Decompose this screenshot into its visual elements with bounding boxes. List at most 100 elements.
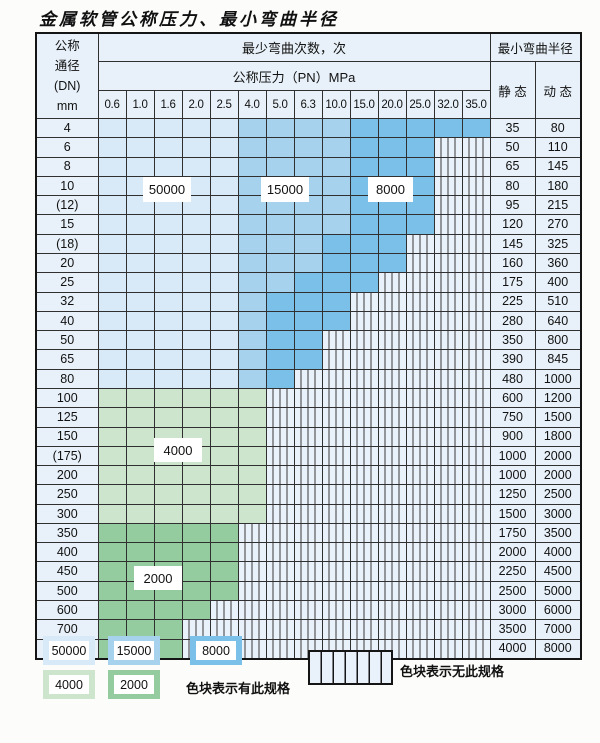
no-spec-cell: [377, 368, 407, 389]
spec-cell: [97, 272, 127, 293]
no-spec-cell: [321, 484, 351, 505]
legend-swatch-label: 15000: [114, 641, 154, 660]
spec-cell: [321, 214, 351, 235]
spec-cell: [237, 349, 267, 370]
dn-cell: 4: [35, 117, 99, 139]
spec-cell: [209, 272, 239, 293]
no-spec-cell: [321, 542, 351, 563]
dynamic-radius-cell: 180: [534, 175, 582, 197]
no-spec-cell: [461, 214, 491, 235]
spec-cell: [349, 156, 379, 177]
no-spec-cell: [377, 542, 407, 563]
no-spec-cell: [405, 600, 435, 621]
no-spec-cell: [349, 426, 379, 447]
spec-cell: [125, 330, 155, 351]
no-spec-cell: [349, 580, 379, 602]
dn-cell: (12): [35, 195, 99, 216]
spec-cell: [265, 272, 295, 293]
no-spec-cell: [461, 638, 491, 660]
dynamic-radius-cell: 6000: [534, 600, 582, 621]
spec-cell: [209, 214, 239, 235]
spec-cell: [265, 156, 295, 177]
no-spec-cell: [405, 503, 435, 524]
dn-cell: 25: [35, 272, 99, 293]
no-spec-cell: [349, 503, 379, 524]
table-row-dn-8: 8 65 145: [35, 156, 582, 177]
no-spec-cell: [433, 330, 463, 351]
dynamic-radius-cell: 325: [534, 233, 582, 254]
dn-cell: 500: [35, 580, 99, 602]
no-spec-cell: [377, 561, 407, 582]
table-row-dn-300: 300 1500 3000: [35, 503, 582, 524]
spec-cell: [209, 291, 239, 312]
table-row-dn-80: 80 480 1000: [35, 368, 582, 389]
spec-cell: [237, 387, 267, 409]
spec-cell: [153, 252, 183, 274]
no-spec-cell: [237, 561, 267, 582]
dynamic-radius-cell: 510: [534, 291, 582, 312]
spec-cell: [125, 600, 155, 621]
legend-swatch-label: 50000: [49, 641, 89, 660]
table-row-dn-4: 4 35 80: [35, 117, 582, 139]
no-spec-cell: [237, 619, 267, 640]
legend-swatch-8000: 8000: [190, 636, 242, 665]
spec-cell: [237, 330, 267, 351]
spec-cell: [125, 349, 155, 370]
table-row-dn-18: (18) 145 325: [35, 233, 582, 254]
legend-swatch-label: 8000: [196, 641, 236, 660]
spec-cell: [237, 156, 267, 177]
spec-cell: [209, 368, 239, 389]
no-spec-cell: [405, 310, 435, 332]
dn-cell: 200: [35, 465, 99, 486]
table-row-dn-450: 450 2250 4500: [35, 561, 582, 582]
pressure-tick-1.0: 1.0: [125, 90, 155, 119]
spec-cell: [209, 233, 239, 254]
no-spec-cell: [293, 368, 323, 389]
no-spec-cell: [265, 619, 295, 640]
no-spec-cell: [293, 580, 323, 602]
no-spec-cell: [265, 503, 295, 524]
dynamic-radius-cell: 845: [534, 349, 582, 370]
no-spec-cell: [265, 542, 295, 563]
spec-cell: [125, 272, 155, 293]
spec-cell: [209, 445, 239, 467]
no-spec-cell: [181, 619, 211, 640]
no-spec-cell: [321, 349, 351, 370]
no-spec-cell: [405, 484, 435, 505]
table-row-dn-65: 65 390 845: [35, 349, 582, 370]
static-radius-cell: 1750: [489, 522, 536, 544]
no-spec-cell: [321, 330, 351, 351]
spec-cell: [209, 407, 239, 428]
dynamic-radius-cell: 8000: [534, 638, 582, 660]
dynamic-radius-cell: 270: [534, 214, 582, 235]
no-spec-cell: [349, 310, 379, 332]
dynamic-radius-cell: 5000: [534, 580, 582, 602]
dynamic-radius-cell: 215: [534, 195, 582, 216]
spec-cell: [97, 310, 127, 332]
pressure-tick-4.0: 4.0: [237, 90, 267, 119]
dn-cell: 125: [35, 407, 99, 428]
dn-cell: 100: [35, 387, 99, 409]
spec-cell: [321, 272, 351, 293]
table-row-dn-175: (175) 1000 2000: [35, 445, 582, 467]
spec-cell: [209, 195, 239, 216]
no-spec-cell: [405, 272, 435, 293]
spec-cell: [181, 252, 211, 274]
spec-cell: [209, 426, 239, 447]
dynamic-radius-cell: 3000: [534, 503, 582, 524]
no-spec-cell: [377, 600, 407, 621]
no-spec-cell: [293, 561, 323, 582]
no-spec-cell: [433, 291, 463, 312]
spec-cell: [293, 117, 323, 139]
pressure-tick-5.0: 5.0: [265, 90, 295, 119]
no-spec-cell: [405, 252, 435, 274]
spec-cell: [209, 465, 239, 486]
spec-cell: [181, 600, 211, 621]
spec-cell: [321, 233, 351, 254]
static-radius-cell: 95: [489, 195, 536, 216]
no-spec-cell: [349, 445, 379, 467]
spec-cell: [153, 330, 183, 351]
static-radius-cell: 2000: [489, 542, 536, 563]
no-spec-cell: [321, 407, 351, 428]
spec-cell: [97, 117, 127, 139]
